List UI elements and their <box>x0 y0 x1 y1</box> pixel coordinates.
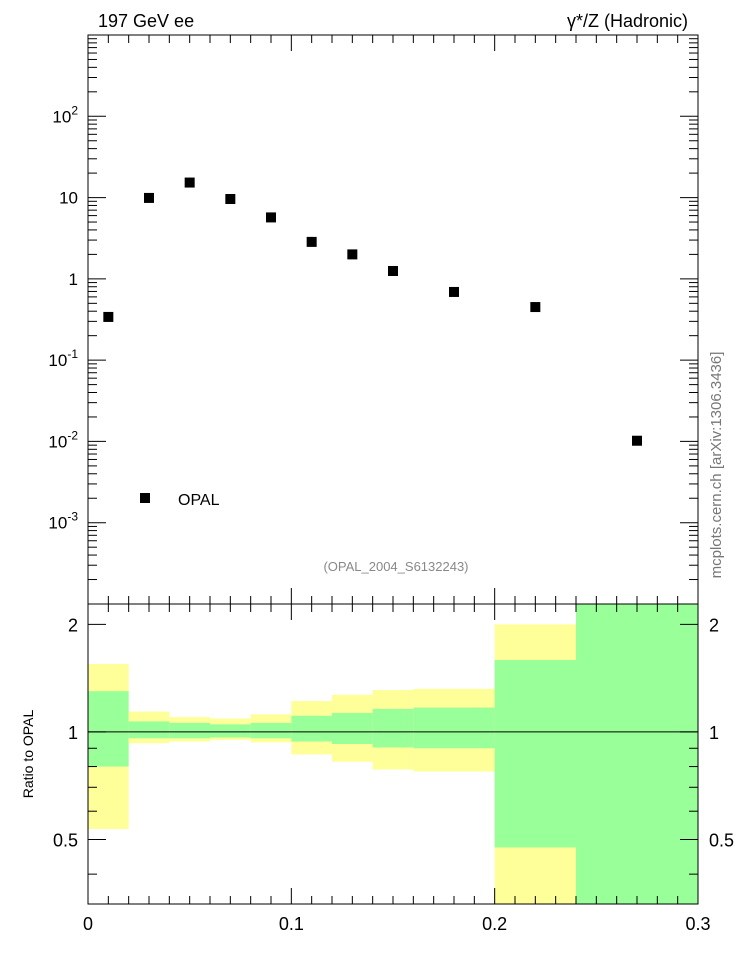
ratio-band-inner <box>88 691 129 767</box>
ratio-bands <box>88 604 698 904</box>
x-tick-label: 0 <box>83 914 93 934</box>
ratio-tick-label-right: 2 <box>709 615 719 635</box>
ratio-panel: 0.5 0.5 1 1 2 2 0 0.1 0.2 0.3 Ratio to OPAL <box>20 603 734 934</box>
main-axis-ticks <box>87 35 699 605</box>
ratio-band-inner <box>576 604 698 904</box>
title-left: 197 GeV ee <box>98 11 194 31</box>
ratio-frame <box>87 603 699 905</box>
x-tick-label: 0.2 <box>482 914 507 934</box>
ratio-band-inner <box>291 715 332 742</box>
x-tick-label: 0.1 <box>279 914 304 934</box>
y-tick-label: 102 <box>52 103 78 126</box>
ratio-band-inner <box>169 722 210 739</box>
ratio-y-tick-labels: 0.5 0.5 1 1 2 2 <box>53 615 734 850</box>
data-point <box>632 435 642 446</box>
legend-marker <box>140 493 150 503</box>
data-point <box>347 249 358 260</box>
data-point <box>103 311 114 322</box>
ratio-band-inner <box>210 724 251 738</box>
data-point <box>266 212 276 223</box>
data-point <box>530 302 541 313</box>
ratio-band-inner <box>332 712 373 745</box>
ratio-tick-label-left: 0.5 <box>53 831 78 851</box>
ratio-tick-label-right: 1 <box>709 723 719 743</box>
data-point <box>449 286 459 297</box>
side-label: mcplots.cern.ch [arXiv:1306.3436] <box>708 352 725 579</box>
ratio-band-inner <box>413 707 495 749</box>
ratio-band-inner <box>250 722 292 739</box>
legend: OPAL <box>140 492 220 509</box>
main-panel: 10-3 10-2 10-1 1 10 102 OPAL (OPAL_2004_S6132… <box>48 34 699 605</box>
data-point <box>306 236 317 247</box>
ratio-axis-ticks <box>87 604 699 904</box>
ratio-y-label: Ratio to OPAL <box>20 710 36 799</box>
legend-label: OPAL <box>178 492 220 509</box>
analysis-tag: (OPAL_2004_S6132243) <box>323 559 468 574</box>
y-tick-label: 10-1 <box>48 347 78 370</box>
x-tick-labels: 0 0.1 0.2 0.3 <box>83 914 711 934</box>
ratio-band-inner <box>128 721 170 739</box>
x-tick-label: 0.3 <box>685 914 710 934</box>
ratio-tick-label-right: 0.5 <box>709 831 734 851</box>
main-marks <box>103 177 642 446</box>
data-point <box>144 192 154 203</box>
y-tick-label: 10-2 <box>48 428 78 451</box>
title-right: γ*/Z (Hadronic) <box>567 11 688 31</box>
ratio-band-inner <box>494 659 576 848</box>
ratio-band-inner <box>372 708 414 748</box>
y-tick-label: 10-3 <box>48 510 78 533</box>
main-y-tick-labels: 10-3 10-2 10-1 1 10 102 <box>48 103 78 532</box>
data-point <box>184 177 195 188</box>
ratio-tick-label-left: 2 <box>68 615 78 635</box>
main-frame <box>87 34 699 605</box>
ratio-tick-label-left: 1 <box>68 723 78 743</box>
y-tick-label: 10 <box>59 189 78 208</box>
data-point <box>388 265 398 276</box>
y-tick-label: 1 <box>69 270 78 289</box>
data-point <box>225 194 236 205</box>
